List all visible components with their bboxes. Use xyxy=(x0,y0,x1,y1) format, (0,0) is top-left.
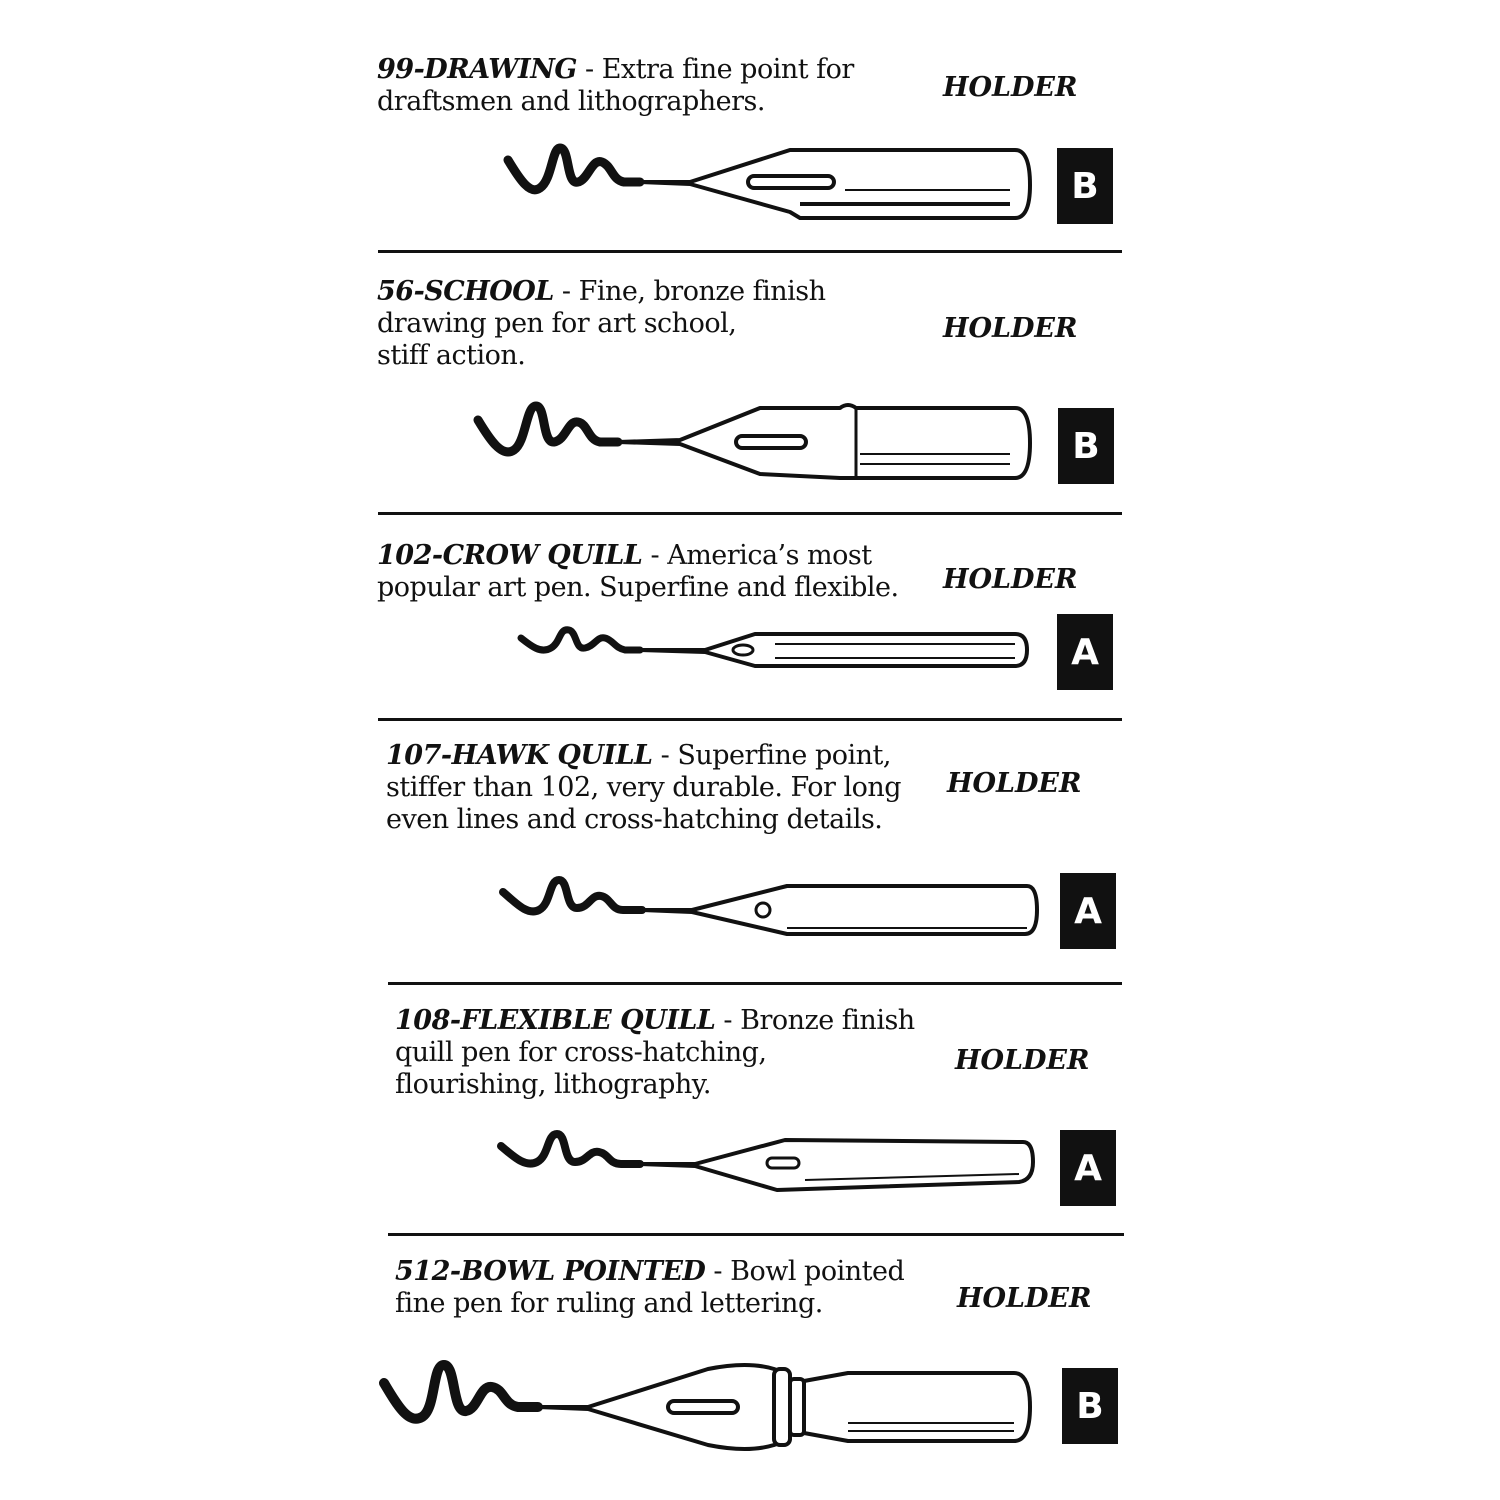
pen-nib-crow-quill-icon xyxy=(517,626,1029,668)
pen-name: 512-BOWL POINTED xyxy=(395,1256,706,1287)
pen-description-512-bowl-pointed: 512-BOWL POINTED - Bowl pointed fine pen… xyxy=(395,1256,905,1320)
pen-text: - Bowl pointed fine pen for ruling and l… xyxy=(395,1256,905,1319)
holder-badge: A xyxy=(1060,1130,1116,1206)
pen-name: 56-SCHOOL xyxy=(377,276,554,307)
holder-badge: B xyxy=(1058,408,1114,484)
pen-text: - Fine, bronze finish drawing pen for ar… xyxy=(377,276,826,371)
pen-text: - Extra fine point for draftsmen and lit… xyxy=(377,54,854,117)
pen-nib-flexible-quill-icon xyxy=(497,1129,1035,1192)
pen-text: - Superfine point, stiffer than 102, ver… xyxy=(386,740,902,835)
holder-label: HOLDER xyxy=(943,72,1078,103)
pen-description-107-hawk-quill: 107-HAWK QUILL - Superfine point, stiffe… xyxy=(386,740,902,836)
pen-description-108-flexible-quill: 108-FLEXIBLE QUILL - Bronze finish quill… xyxy=(395,1005,915,1101)
pen-text: - America’s most popular art pen. Superf… xyxy=(377,540,899,603)
holder-label: HOLDER xyxy=(943,313,1078,344)
pen-nib-school-icon xyxy=(473,401,1032,480)
holder-label: HOLDER xyxy=(957,1283,1092,1314)
pen-name: 99-DRAWING xyxy=(377,54,577,85)
divider xyxy=(388,982,1122,985)
pen-name: 108-FLEXIBLE QUILL xyxy=(395,1005,716,1036)
holder-label: HOLDER xyxy=(943,564,1078,595)
divider xyxy=(378,718,1122,721)
pen-description-99-drawing: 99-DRAWING - Extra fine point for drafts… xyxy=(377,54,854,118)
pen-name: 102-CROW QUILL xyxy=(377,540,643,571)
holder-badge: B xyxy=(1062,1368,1118,1444)
pen-nib-bowl-pointed-icon xyxy=(379,1359,1032,1451)
pen-nib-drawing-icon xyxy=(503,143,1032,220)
holder-badge: A xyxy=(1060,873,1116,949)
holder-label: HOLDER xyxy=(947,768,1082,799)
holder-badge: A xyxy=(1057,614,1113,690)
pen-text: - Bronze finish quill pen for cross-hatc… xyxy=(395,1005,915,1100)
pen-name: 107-HAWK QUILL xyxy=(386,740,653,771)
divider xyxy=(388,1233,1124,1236)
pen-nib-hawk-quill-icon xyxy=(499,875,1039,936)
pen-description-56-school: 56-SCHOOL - Fine, bronze finish drawing … xyxy=(377,276,826,372)
pen-description-102-crow-quill: 102-CROW QUILL - America’s most popular … xyxy=(377,540,899,604)
holder-badge: B xyxy=(1057,148,1113,224)
divider xyxy=(378,250,1122,253)
divider xyxy=(378,512,1122,515)
holder-label: HOLDER xyxy=(955,1045,1090,1076)
